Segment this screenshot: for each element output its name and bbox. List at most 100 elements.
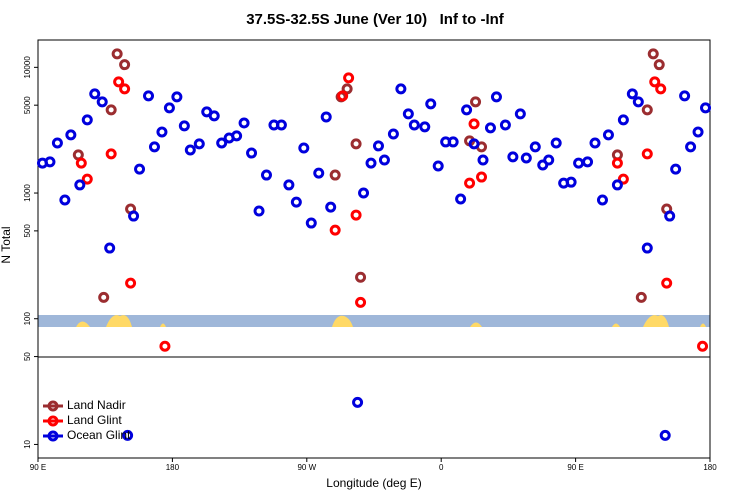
point bbox=[337, 90, 349, 102]
point bbox=[692, 126, 704, 138]
point bbox=[626, 88, 638, 100]
point bbox=[329, 224, 341, 236]
point bbox=[697, 340, 709, 352]
point bbox=[477, 154, 489, 166]
point bbox=[395, 83, 407, 95]
legend-label: Land Nadir bbox=[67, 398, 126, 412]
point bbox=[468, 118, 480, 130]
point bbox=[679, 90, 691, 102]
point bbox=[59, 194, 71, 206]
point bbox=[507, 151, 519, 163]
point bbox=[378, 154, 390, 166]
point bbox=[358, 187, 370, 199]
x-tick-label: 90 E bbox=[30, 463, 46, 472]
point bbox=[408, 119, 420, 131]
x-tick-label: 0 bbox=[439, 463, 444, 472]
point bbox=[81, 173, 93, 185]
x-tick-label: 180 bbox=[166, 463, 180, 472]
point bbox=[350, 209, 362, 221]
legend-marker bbox=[47, 415, 59, 427]
x-tick-label: 90 W bbox=[297, 463, 316, 472]
point bbox=[350, 138, 362, 150]
point bbox=[178, 120, 190, 132]
point bbox=[685, 141, 697, 153]
point bbox=[253, 205, 265, 217]
point bbox=[355, 296, 367, 308]
point bbox=[520, 152, 532, 164]
point bbox=[565, 176, 577, 188]
legend-marker bbox=[47, 400, 59, 412]
point bbox=[119, 59, 131, 71]
point bbox=[653, 59, 665, 71]
point bbox=[74, 179, 86, 191]
point bbox=[75, 157, 87, 169]
y-tick-label: 1000 bbox=[23, 184, 32, 202]
point bbox=[171, 91, 183, 103]
point bbox=[647, 48, 659, 60]
point bbox=[305, 217, 317, 229]
point bbox=[111, 48, 123, 60]
point bbox=[464, 177, 476, 189]
y-tick-label: 50 bbox=[23, 352, 32, 361]
point bbox=[148, 141, 160, 153]
x-axis-label: Longitude (deg E) bbox=[326, 476, 421, 490]
point bbox=[113, 76, 125, 88]
y-tick-label: 500 bbox=[23, 224, 32, 238]
point bbox=[193, 138, 205, 150]
point bbox=[65, 129, 77, 141]
point bbox=[664, 210, 676, 222]
point bbox=[655, 83, 667, 95]
point bbox=[313, 167, 325, 179]
point bbox=[283, 179, 295, 191]
plot-frame bbox=[37, 39, 711, 459]
point bbox=[51, 137, 63, 149]
point bbox=[468, 138, 480, 150]
point bbox=[632, 96, 644, 108]
point bbox=[128, 210, 140, 222]
point bbox=[425, 98, 437, 110]
point bbox=[372, 140, 384, 152]
point bbox=[325, 201, 337, 213]
point bbox=[700, 102, 712, 114]
point bbox=[290, 196, 302, 208]
y-tick-label: 10 bbox=[23, 439, 32, 448]
y-tick-label: 10000 bbox=[23, 56, 32, 79]
point bbox=[617, 173, 629, 185]
point bbox=[387, 128, 399, 140]
point bbox=[659, 429, 671, 441]
y-axis-label: N Total bbox=[0, 226, 13, 263]
point bbox=[419, 121, 431, 133]
point bbox=[661, 277, 673, 289]
point bbox=[96, 96, 108, 108]
point bbox=[246, 147, 258, 159]
point bbox=[635, 291, 647, 303]
point bbox=[231, 130, 243, 142]
point bbox=[134, 163, 146, 175]
legend-marker bbox=[47, 430, 59, 442]
point bbox=[470, 96, 482, 108]
point bbox=[432, 160, 444, 172]
point bbox=[105, 148, 117, 160]
point bbox=[238, 117, 250, 129]
point bbox=[298, 142, 310, 154]
point bbox=[343, 72, 355, 84]
point bbox=[156, 126, 168, 138]
point bbox=[490, 91, 502, 103]
point bbox=[352, 396, 364, 408]
point bbox=[611, 179, 623, 191]
point bbox=[641, 242, 653, 254]
y-tick-label: 100 bbox=[23, 312, 32, 326]
point bbox=[44, 156, 56, 168]
point bbox=[476, 171, 488, 183]
point bbox=[216, 137, 228, 149]
point bbox=[122, 429, 134, 441]
point bbox=[447, 136, 459, 148]
point bbox=[649, 76, 661, 88]
point bbox=[550, 137, 562, 149]
point bbox=[670, 163, 682, 175]
chart-title: 37.5S-32.5S June (Ver 10) Inf to -Inf bbox=[246, 11, 505, 28]
legend-label: Ocean Glint bbox=[67, 428, 131, 442]
point bbox=[329, 169, 341, 181]
point bbox=[602, 129, 614, 141]
